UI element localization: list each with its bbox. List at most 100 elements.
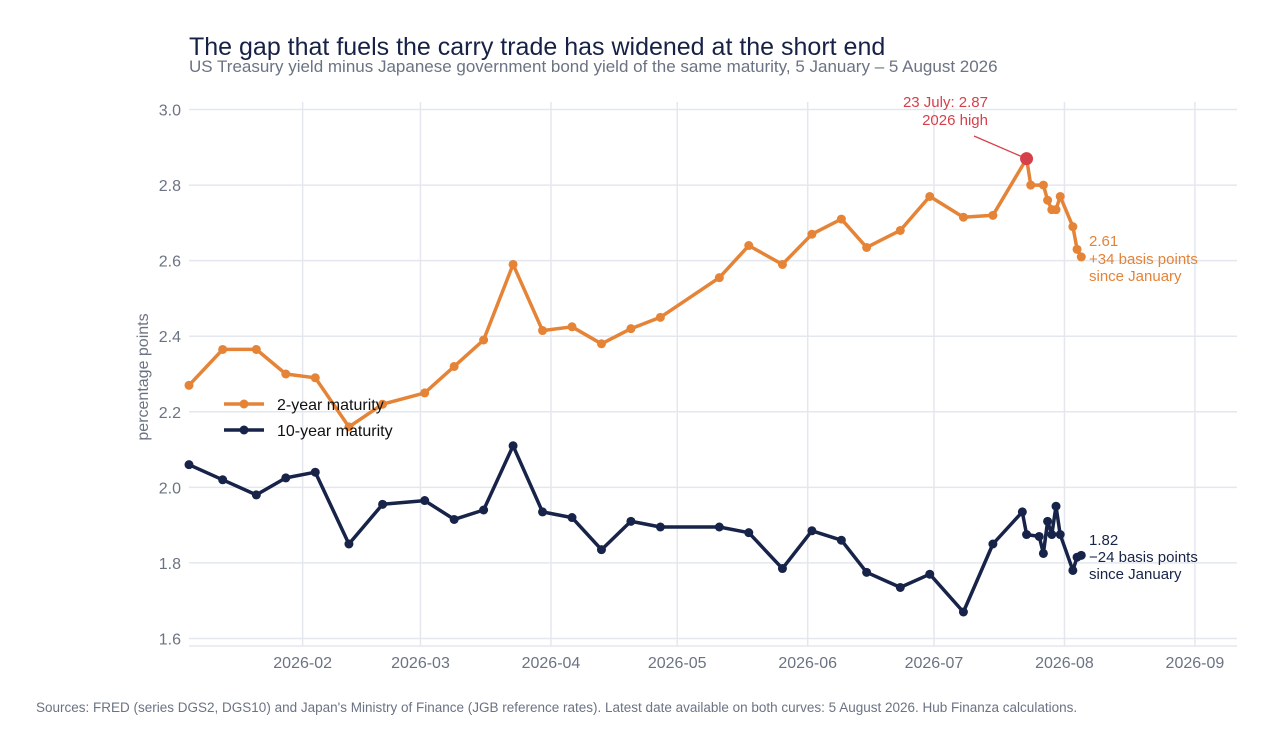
data-point-ten-year <box>449 514 459 524</box>
data-point-ten-year <box>626 516 636 526</box>
y-tick-label: 1.6 <box>159 631 181 648</box>
data-point-two-year <box>1055 191 1065 201</box>
data-point-two-year <box>420 388 430 398</box>
x-tick-label: 2026-09 <box>1166 655 1225 672</box>
legend-label-two-year: 2-year maturity <box>277 397 384 414</box>
x-tick-label: 2026-04 <box>522 655 581 672</box>
data-point-ten-year <box>1022 530 1032 540</box>
data-point-two-year <box>1072 244 1082 254</box>
y-grid <box>189 108 1237 640</box>
x-tick-label: 2026-02 <box>273 655 332 672</box>
data-point-ten-year <box>744 528 754 538</box>
data-point-ten-year <box>310 467 320 477</box>
data-point-ten-year <box>218 475 228 485</box>
data-point-two-year <box>988 210 998 220</box>
data-point-ten-year <box>925 569 935 579</box>
data-point-ten-year <box>807 526 817 536</box>
data-point-ten-year <box>508 441 518 451</box>
data-point-ten-year <box>714 522 724 532</box>
high-annotation-line2: 2026 high <box>922 112 988 129</box>
series-two-year <box>184 154 1086 432</box>
data-point-two-year <box>344 422 354 432</box>
data-point-ten-year <box>777 564 787 574</box>
x-tick-label: 2026-08 <box>1035 655 1094 672</box>
chart-subtitle: US Treasury yield minus Japanese governm… <box>189 57 998 76</box>
data-point-ten-year <box>596 545 606 555</box>
end-label-ten-year-since: since January <box>1089 566 1182 583</box>
y-tick-label: 2.4 <box>159 329 181 346</box>
high-annotation-line1: 23 July: 2.87 <box>903 94 988 111</box>
data-point-two-year <box>479 335 489 345</box>
end-label-ten-year: 1.82 −24 basis points since January <box>1089 532 1198 583</box>
data-point-two-year <box>836 214 846 224</box>
data-point-two-year <box>655 312 665 322</box>
data-point-ten-year <box>1055 530 1065 540</box>
data-point-two-year <box>777 259 787 269</box>
data-point-ten-year <box>184 460 194 470</box>
data-point-two-year <box>251 344 261 354</box>
y-axis-ticks: 1.6 1.8 2.0 2.2 2.4 2.6 2.8 3.0 <box>159 103 181 649</box>
data-point-two-year <box>310 373 320 383</box>
end-label-two-year-change: +34 basis points <box>1089 251 1198 268</box>
x-tick-label: 2026-03 <box>391 655 450 672</box>
data-point-two-year <box>1051 205 1061 215</box>
chart-title: The gap that fuels the carry trade has w… <box>189 33 885 61</box>
y-tick-label: 3.0 <box>159 103 181 120</box>
data-point-two-year <box>895 225 905 235</box>
x-grid <box>301 102 1196 646</box>
data-point-ten-year <box>1047 530 1057 540</box>
data-point-ten-year <box>1068 565 1078 575</box>
y-tick-label: 2.2 <box>159 405 181 422</box>
legend: 2-year maturity 10-year maturity <box>224 397 393 440</box>
data-point-two-year <box>508 259 518 269</box>
data-point-two-year <box>714 273 724 283</box>
source-note: Sources: FRED (series DGS2, DGS10) and J… <box>36 700 1077 715</box>
data-point-ten-year <box>958 607 968 617</box>
data-point-ten-year <box>1038 548 1048 558</box>
end-label-two-year-value: 2.61 <box>1089 233 1118 250</box>
x-tick-label: 2026-07 <box>905 655 964 672</box>
data-point-two-year <box>1026 180 1036 190</box>
y-axis-label: percentage points <box>135 313 152 440</box>
data-point-ten-year <box>479 505 489 515</box>
data-point-ten-year <box>344 539 354 549</box>
end-label-two-year: 2.61 +34 basis points since January <box>1089 233 1198 285</box>
data-point-ten-year <box>862 567 872 577</box>
data-point-ten-year <box>836 535 846 545</box>
legend-marker-ten-year <box>239 425 249 435</box>
data-point-ten-year <box>1043 516 1053 526</box>
end-label-ten-year-change: −24 basis points <box>1089 549 1198 566</box>
data-point-two-year <box>626 324 636 334</box>
data-point-two-year <box>744 241 754 251</box>
x-tick-label: 2026-06 <box>778 655 837 672</box>
series-line-ten-year <box>187 444 1084 614</box>
data-point-two-year <box>449 361 459 371</box>
data-point-two-year <box>807 229 817 239</box>
data-point-ten-year <box>655 522 665 532</box>
data-point-ten-year <box>251 490 261 500</box>
data-point-two-year <box>218 344 228 354</box>
data-point-two-year <box>862 242 872 252</box>
data-point-two-year <box>378 399 388 409</box>
data-point-ten-year <box>378 499 388 509</box>
series-ten-year <box>184 441 1086 617</box>
data-point-two-year <box>1068 222 1078 232</box>
end-label-ten-year-value: 1.82 <box>1089 532 1118 549</box>
y-tick-label: 2.6 <box>159 254 181 271</box>
x-tick-label: 2026-05 <box>648 655 707 672</box>
x-axis-ticks: 2026-02 2026-03 2026-04 2026-05 2026-06 2026-… <box>273 655 1224 672</box>
data-point-ten-year <box>1051 501 1061 511</box>
data-point-two-year <box>1038 180 1048 190</box>
data-point-ten-year <box>567 513 577 523</box>
data-point-ten-year <box>988 539 998 549</box>
data-point-two-year <box>1043 195 1053 205</box>
data-point-ten-year <box>538 507 548 517</box>
legend-marker-two-year <box>239 399 249 409</box>
high-annotation: 23 July: 2.87 2026 high <box>903 94 1027 160</box>
data-point-ten-year <box>420 496 430 506</box>
data-point-two-year <box>538 326 548 336</box>
data-point-two-year <box>567 322 577 332</box>
data-point-two-year <box>1076 252 1086 262</box>
data-point-two-year <box>925 191 935 201</box>
data-point-ten-year <box>1017 507 1027 517</box>
